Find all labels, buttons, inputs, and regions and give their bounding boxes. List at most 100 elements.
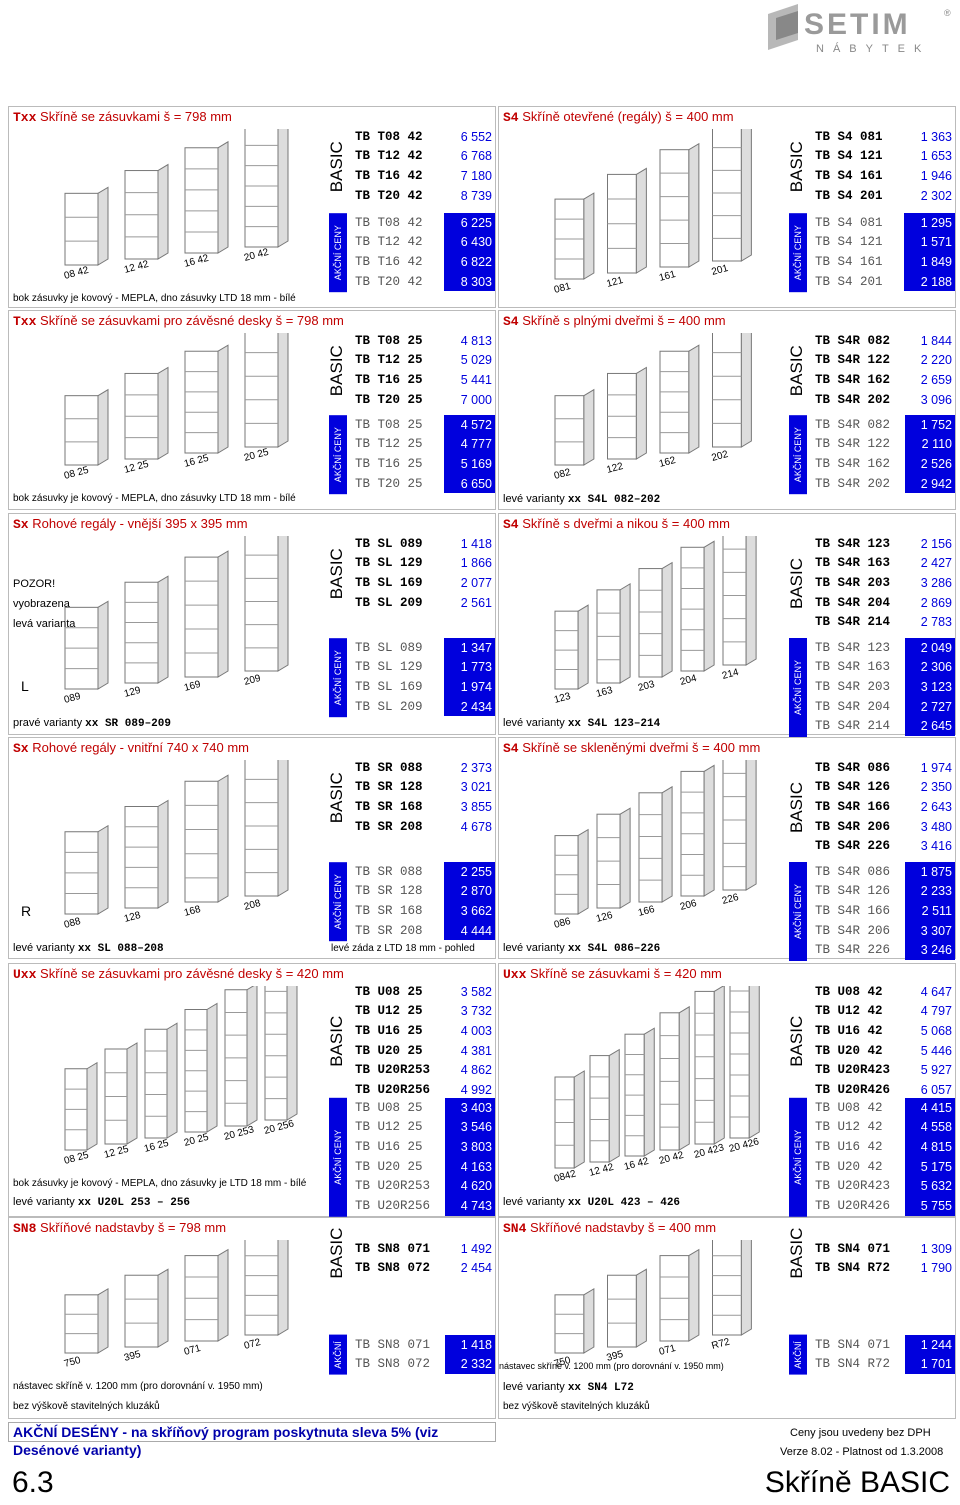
table-row: TB T12 42 6 430 (353, 232, 495, 253)
cabinet-shape (659, 149, 690, 268)
product-section: S4 Skříně otevřené (regály) š = 400 mm BA… (498, 106, 956, 308)
cabinet-shape (64, 395, 99, 466)
product-code: TB S4 161 (815, 168, 883, 183)
product-code: TB SL 129 (355, 556, 423, 571)
akce-price-table: TB S4R 082 1 752 TB S4R 122 2 110 TB S4R 162… (813, 415, 955, 494)
basic-label: BASIC (787, 345, 806, 397)
warning-text: POZOR! (13, 578, 56, 590)
cabinet-shape (712, 1240, 742, 1336)
drawing-label: 16 25 (143, 1138, 170, 1155)
product-price: 1 653 (903, 146, 955, 167)
basic-label: BASIC (327, 1227, 346, 1279)
product-code: TB SR 128 (355, 780, 423, 795)
product-price: 1 418 (445, 1335, 495, 1355)
product-price: 4 647 (905, 982, 955, 1002)
table-row: TB U08 25 3 582 (353, 982, 495, 1002)
section-code: S4 (503, 517, 519, 532)
product-price: 3 803 (445, 1137, 495, 1157)
table-row: TB T12 25 4 777 (353, 434, 495, 455)
table-row: TB U20 42 5 175 (813, 1156, 955, 1177)
product-price: 4 992 (445, 1079, 495, 1100)
cabinet-shape (659, 350, 690, 454)
table-row: TB SL 169 2 077 (353, 573, 495, 593)
akce-label: AKČNÍ CENY (329, 415, 347, 495)
table-row: TB T16 42 7 180 (353, 166, 495, 186)
cabinet-side (688, 1248, 700, 1342)
brand-reg: ® (944, 8, 951, 18)
product-price: 3 246 (905, 940, 955, 960)
akce-price-table: TB S4R 123 2 049 TB S4R 163 2 306 TB S4R 203… (813, 638, 955, 736)
product-price: 1 418 (443, 534, 495, 554)
table-row: TB U20R423 5 927 (813, 1060, 955, 1080)
drawing-label: 20 423 (693, 1142, 726, 1161)
akce-label: AKČNÍ CENY (789, 213, 807, 293)
cabinet-side (740, 1240, 752, 1336)
cabinet-shape (712, 333, 742, 448)
table-row: TB SL 089 1 347 (353, 638, 495, 658)
product-code: TB S4R 122 (815, 437, 891, 452)
product-price: 1 875 (905, 862, 955, 882)
product-price: 5 441 (443, 370, 495, 390)
variant-note: levé varianty xx SL 088–208 (13, 942, 164, 955)
brand-sub: NÁBYTEK (816, 42, 930, 55)
table-row: TB S4R 163 2 306 (813, 657, 955, 678)
drawing-label: 08 25 (63, 465, 90, 482)
table-row: TB U20R256 4 992 (353, 1079, 495, 1100)
cabinet-shape (729, 986, 750, 1139)
cabinet-side (86, 1061, 98, 1151)
product-code: TB U20 25 (355, 1159, 423, 1174)
variant-note: levé varianty xx S4L 123–214 (503, 717, 660, 730)
table-row: TB T08 25 4 813 (353, 331, 495, 351)
section-title-text: Skříňové nadstavby š = 798 mm (40, 1220, 227, 1235)
product-code: TB SL 169 (355, 679, 423, 694)
table-row: TB SR 128 2 870 (353, 881, 495, 902)
variant-note-code: xx U20L 423 – 426 (567, 1197, 681, 1209)
variant-note-text: levé varianty (503, 717, 568, 729)
product-price: 5 175 (905, 1156, 955, 1177)
product-code: TB S4R 163 (815, 660, 891, 675)
cabinet-side (277, 536, 289, 672)
product-code: TB S4R 202 (815, 392, 891, 407)
section-title-text: Skříňové nadstavby š = 400 mm (530, 1220, 717, 1235)
drawing-label: 162 (658, 455, 677, 470)
product-price: 2 302 (903, 185, 955, 206)
variant-note: levé varianty xx S4L 086–226 (503, 942, 660, 955)
product-code: TB SN4 R72 (815, 1357, 891, 1372)
warning-text: vyobrazena (13, 598, 70, 610)
drawing-label: 16 42 (183, 253, 210, 270)
cabinet-side (206, 1002, 218, 1133)
drawing-label: 214 (721, 667, 740, 682)
section-title: Uxx Skříně se zásuvkami š = 420 mm (503, 966, 722, 982)
drawing-label: 129 (123, 685, 142, 700)
cabinet-side (286, 986, 298, 1121)
product-code: TB U12 25 (355, 1004, 423, 1019)
drawing-label: 12 42 (123, 259, 150, 276)
drawing-label: 123 (553, 691, 572, 706)
cabinet-side (688, 142, 700, 268)
product-code: TB T20 42 (355, 274, 423, 289)
drawing-label: R72 (710, 1336, 731, 1351)
drawing-label: 16 25 (183, 453, 210, 470)
back-panel-note: levé záda z LTD 18 mm - pohled (331, 943, 475, 954)
page-number: 6.3 (12, 1466, 54, 1499)
furniture-drawing: 081 121 161 201 (553, 129, 752, 296)
cabinet-shape (184, 350, 219, 454)
extension-note: nástavec skříně v. 1200 mm (pro dorovnán… (499, 1361, 724, 1371)
product-code: TB S4R 204 (815, 699, 891, 714)
product-code: TB SL 209 (355, 699, 423, 714)
product-code: TB T12 42 (355, 149, 423, 164)
product-code: TB S4R 082 (815, 333, 891, 348)
table-row: TB S4R 166 2 511 (813, 901, 955, 921)
variant-note: levé varianty xx U20L 253 – 256 (13, 1196, 190, 1209)
cabinet-side (688, 344, 700, 454)
product-code: TB S4R 162 (815, 372, 891, 387)
section-code: Sx (13, 517, 29, 532)
furniture-drawing: 0842 12 42 16 42 20 42 20 423 20 426 (553, 986, 761, 1185)
variant-note-code: xx S4L 123–214 (567, 718, 661, 730)
product-price: 3 403 (445, 1098, 495, 1118)
table-row: TB S4R 206 3 480 (813, 816, 955, 837)
basic-label: BASIC (327, 345, 346, 397)
cabinet-side (635, 1268, 647, 1348)
table-row: TB U20R426 6 057 (813, 1079, 955, 1100)
product-price: 1 347 (443, 638, 495, 658)
